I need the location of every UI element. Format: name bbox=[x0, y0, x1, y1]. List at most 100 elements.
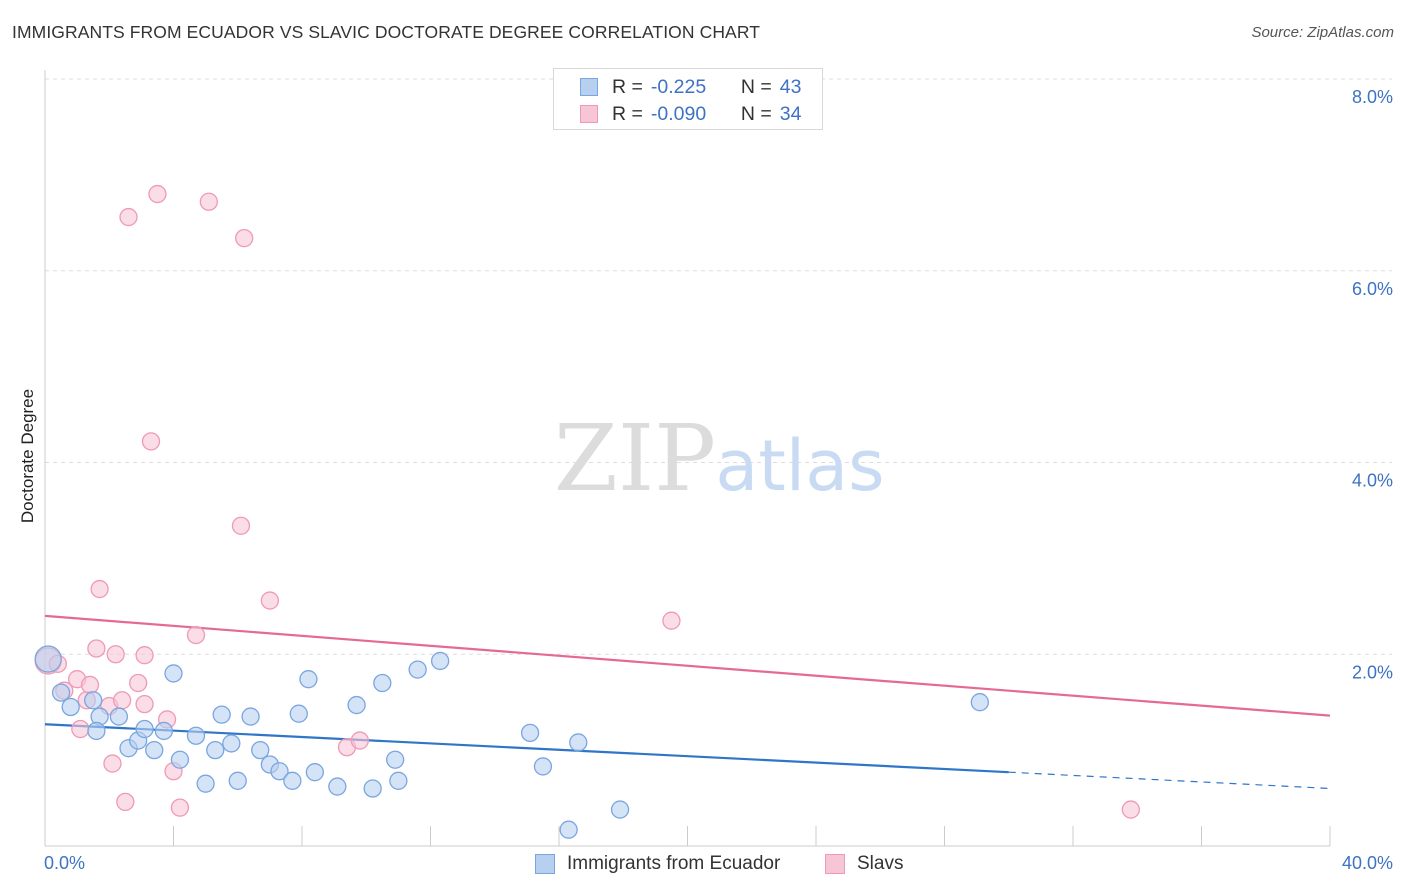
y-axis-label: Doctorate Degree bbox=[18, 389, 37, 523]
point-slavs bbox=[87, 639, 106, 658]
point-ecuador bbox=[373, 673, 392, 693]
point-slavs bbox=[186, 625, 206, 645]
point-slavs bbox=[71, 719, 90, 739]
point-slavs bbox=[135, 646, 154, 665]
point-slavs bbox=[148, 184, 167, 204]
bottom-legend-ecuador: Immigrants from Ecuador bbox=[535, 852, 780, 876]
n-label: N = bbox=[740, 75, 772, 98]
legend-label-ecuador: Immigrants from Ecuador bbox=[567, 853, 781, 874]
point-ecuador bbox=[135, 719, 154, 739]
point-ecuador bbox=[61, 697, 80, 717]
point-ecuador bbox=[170, 750, 190, 769]
point-ecuador bbox=[228, 771, 247, 790]
point-ecuador bbox=[289, 704, 308, 723]
point-ecuador bbox=[206, 740, 225, 760]
point-ecuador bbox=[347, 695, 366, 715]
point-ecuador bbox=[305, 763, 325, 782]
point-ecuador bbox=[145, 740, 164, 760]
point-ecuador bbox=[299, 670, 318, 689]
pink-swatch-icon bbox=[825, 854, 845, 874]
x-tick-label: 0.0% bbox=[44, 853, 85, 873]
point-ecuador bbox=[970, 693, 989, 712]
point-slavs bbox=[80, 675, 100, 695]
point-ecuador bbox=[186, 726, 206, 745]
point-ecuador bbox=[51, 683, 71, 702]
watermark-zip: ZIP bbox=[554, 405, 716, 512]
point-ecuador bbox=[84, 691, 103, 710]
point-ecuador bbox=[283, 771, 302, 790]
n-label: N = bbox=[740, 102, 772, 125]
point-slavs bbox=[103, 754, 122, 773]
trend-line-ecuador bbox=[44, 723, 1009, 774]
point-ecuador bbox=[164, 664, 183, 683]
r-label: R = bbox=[612, 102, 643, 125]
point-ecuador bbox=[363, 779, 382, 798]
point-ecuador bbox=[241, 707, 260, 726]
point-ecuador bbox=[569, 733, 588, 752]
watermark-atlas: atlas bbox=[715, 425, 884, 507]
point-slavs bbox=[350, 731, 369, 750]
trend-line-ecuador-extension bbox=[1008, 771, 1331, 790]
grid-lines bbox=[45, 78, 1392, 655]
y-tick-label: 8.0% bbox=[1352, 87, 1393, 107]
point-ecuador bbox=[386, 750, 405, 769]
point-ecuador bbox=[559, 820, 578, 839]
pink-swatch-icon bbox=[580, 105, 598, 123]
point-ecuador bbox=[196, 774, 215, 793]
point-ecuador bbox=[270, 762, 289, 781]
point-ecuador bbox=[389, 771, 408, 790]
point-slavs bbox=[129, 673, 148, 693]
legend-row-ecuador: R = -0.225 N = 43 bbox=[580, 75, 801, 99]
x-tick-label: 40.0% bbox=[1342, 853, 1393, 873]
point-ecuador bbox=[520, 723, 540, 743]
bottom-legend-slavs: Slavs bbox=[825, 852, 903, 876]
axes bbox=[44, 70, 1331, 847]
r-label: R = bbox=[612, 75, 643, 98]
point-slavs bbox=[116, 792, 135, 812]
tick-labels: 2.0% 4.0% 6.0% 8.0% 0.0% 40.0% bbox=[44, 87, 1393, 873]
y-tick-label: 4.0% bbox=[1352, 471, 1393, 491]
legend-row-slavs: R = -0.090 N = 34 bbox=[580, 102, 801, 126]
point-ecuador bbox=[154, 721, 174, 741]
point-ecuador bbox=[109, 707, 129, 726]
point-slavs bbox=[112, 691, 132, 710]
data-points bbox=[34, 184, 1140, 839]
watermark: ZIP atlas bbox=[554, 405, 885, 512]
point-ecuador bbox=[533, 757, 553, 776]
r-value: -0.225 bbox=[650, 75, 707, 98]
point-ecuador bbox=[408, 660, 427, 679]
point-ecuador bbox=[251, 740, 270, 760]
y-tick-label: 2.0% bbox=[1352, 662, 1393, 682]
point-slavs bbox=[135, 694, 154, 714]
point-slavs bbox=[662, 611, 681, 630]
point-ecuador bbox=[87, 721, 106, 741]
point-ecuador bbox=[610, 800, 630, 819]
point-ecuador bbox=[430, 651, 450, 671]
r-value: -0.090 bbox=[650, 102, 707, 125]
n-value: 43 bbox=[779, 75, 802, 98]
blue-swatch-icon bbox=[535, 854, 555, 874]
point-ecuador bbox=[328, 777, 347, 796]
point-slavs bbox=[170, 798, 190, 817]
point-slavs bbox=[141, 432, 161, 451]
point-ecuador bbox=[212, 705, 231, 724]
point-slavs bbox=[235, 229, 254, 248]
correlation-legend: R = -0.225 N = 43 R = -0.090 N = 34 bbox=[553, 68, 823, 130]
point-slavs bbox=[260, 591, 280, 610]
point-slavs bbox=[119, 207, 138, 227]
point-ecuador bbox=[222, 734, 241, 753]
source-label: Source: ZipAtlas.com bbox=[1251, 24, 1394, 41]
point-slavs bbox=[106, 645, 125, 664]
point-slavs bbox=[199, 192, 218, 211]
trend-lines bbox=[44, 614, 1331, 790]
trend-line-slavs bbox=[44, 614, 1331, 717]
y-tick-label: 6.0% bbox=[1352, 279, 1393, 299]
blue-swatch-icon bbox=[580, 78, 598, 96]
chart-title: IMMIGRANTS FROM ECUADOR VS SLAVIC DOCTOR… bbox=[12, 22, 761, 42]
point-slavs bbox=[90, 579, 109, 599]
point-slavs bbox=[231, 516, 251, 535]
point-ecuador bbox=[34, 645, 62, 673]
n-value: 34 bbox=[779, 102, 802, 125]
point-slavs bbox=[1121, 800, 1140, 819]
